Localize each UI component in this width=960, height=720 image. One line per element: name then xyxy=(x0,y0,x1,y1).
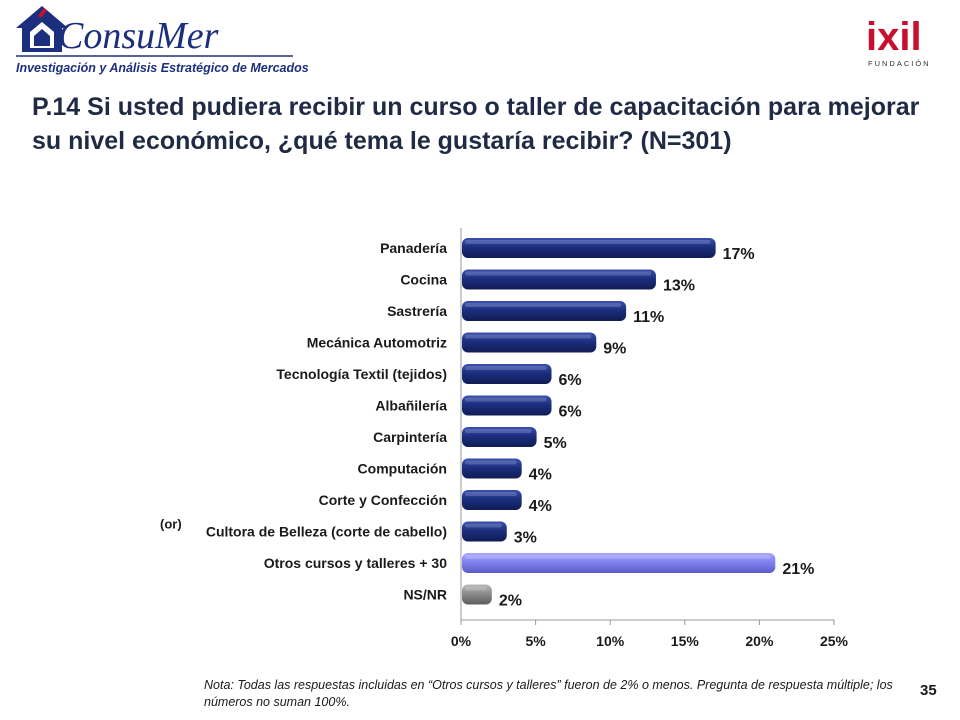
ixil-logo: ixil FUNDACIÓN xyxy=(866,15,931,68)
value-label: 4% xyxy=(529,467,552,484)
bar-highlight xyxy=(465,523,502,528)
bar xyxy=(462,584,492,605)
category-label: Panadería xyxy=(380,240,447,256)
footnote: Nota: Todas las respuestas incluidas en … xyxy=(204,678,893,709)
value-label: 3% xyxy=(514,530,537,547)
bar-highlight xyxy=(465,586,487,591)
bar xyxy=(462,238,716,258)
chart-annotation: (or) xyxy=(160,517,182,532)
page-number: 35 xyxy=(920,682,937,699)
x-tick-label: 5% xyxy=(525,633,546,649)
value-label: 17% xyxy=(723,246,755,263)
bar-highlight xyxy=(465,397,547,402)
bar xyxy=(462,427,537,447)
value-label: 2% xyxy=(499,593,522,610)
logo-name: ConsuMer xyxy=(58,15,219,57)
category-label: NS/NR xyxy=(403,587,447,603)
bar xyxy=(462,395,552,416)
category-label: Otros cursos y talleres + 30 xyxy=(264,555,447,571)
bar xyxy=(462,458,522,479)
category-label: Albañilería xyxy=(375,398,447,414)
bar-highlight xyxy=(465,334,592,339)
value-label: 5% xyxy=(544,435,567,452)
ixil-name: ixil xyxy=(866,15,922,59)
value-label: 6% xyxy=(559,372,582,389)
category-label: Mecánica Automotriz xyxy=(307,335,447,351)
category-label: Corte y Confección xyxy=(319,492,447,508)
x-tick-label: 0% xyxy=(451,633,472,649)
bar-chart: 0% 5% 10% 15% 20% 25% Panadería 17% Cocina 13% Sa… xyxy=(160,228,849,649)
x-tick-label: 15% xyxy=(671,633,700,649)
bar-highlight xyxy=(465,240,711,244)
consumer-logo: ConsuMer Investigación y Análisis Estrat… xyxy=(16,6,308,75)
bar-highlight xyxy=(465,492,517,496)
bar-highlight xyxy=(465,366,547,370)
category-label: Tecnología Textil (tejidos) xyxy=(276,366,447,382)
value-label: 6% xyxy=(559,404,582,421)
bar xyxy=(462,269,656,290)
category-label: Computación xyxy=(358,461,447,477)
bar xyxy=(462,553,776,573)
bar xyxy=(462,301,627,321)
value-label: 11% xyxy=(633,309,664,326)
x-tick-label: 25% xyxy=(820,633,849,649)
bar-highlight xyxy=(465,271,651,276)
value-label: 4% xyxy=(529,498,552,515)
category-label: Carpintería xyxy=(373,429,447,445)
value-label: 9% xyxy=(603,341,626,358)
x-tick-label: 10% xyxy=(596,633,625,649)
category-label: Sastrería xyxy=(387,303,447,319)
bar-highlight xyxy=(465,555,771,559)
value-label: 21% xyxy=(782,561,814,578)
category-label: Cultora de Belleza (corte de cabello) xyxy=(206,524,447,540)
bar xyxy=(462,332,597,353)
bar-highlight xyxy=(465,303,622,307)
slide-title: P.14 Si usted pudiera recibir un curso o… xyxy=(32,93,920,155)
value-label: 13% xyxy=(663,278,695,295)
bar xyxy=(462,364,552,384)
bar-highlight xyxy=(465,460,517,465)
bar xyxy=(462,521,507,542)
logo-tagline: Investigación y Análisis Estratégico de … xyxy=(16,61,308,75)
category-label: Cocina xyxy=(400,272,447,288)
x-tick-label: 20% xyxy=(745,633,774,649)
ixil-sub: FUNDACIÓN xyxy=(868,59,931,68)
bar xyxy=(462,490,522,510)
bar-highlight xyxy=(465,429,532,433)
